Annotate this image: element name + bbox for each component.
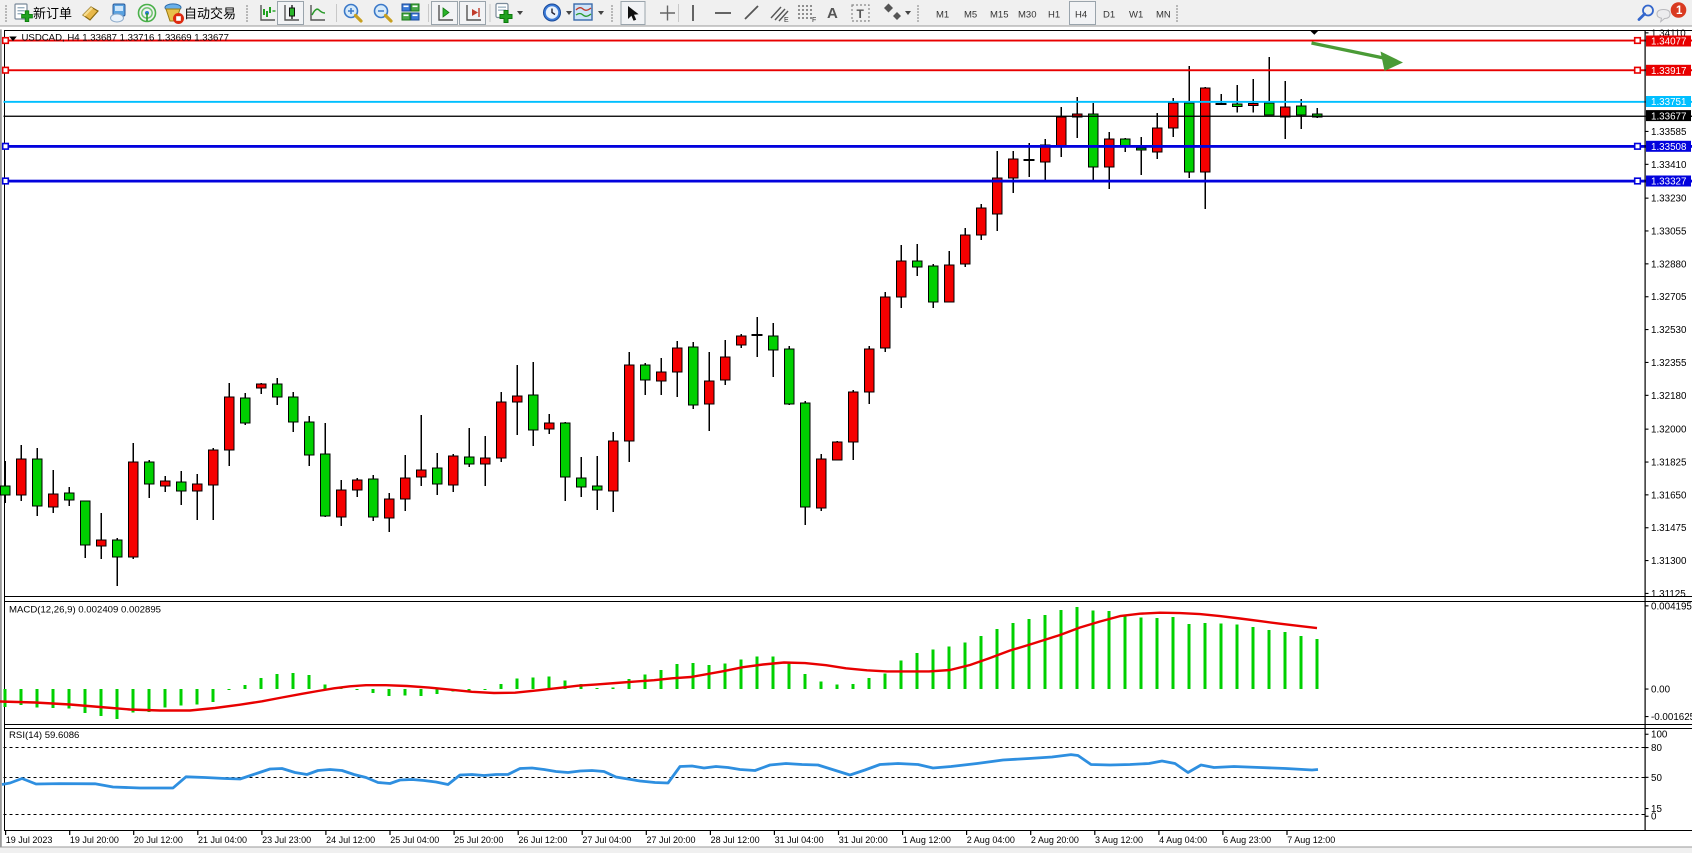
svg-text:1.33508: 1.33508 xyxy=(1651,142,1687,153)
svg-text:H4: H4 xyxy=(1075,10,1087,21)
svg-text:MACD(12,26,9) 0.002409 0.00289: MACD(12,26,9) 0.002409 0.002895 xyxy=(9,605,161,616)
svg-text:1.32180: 1.32180 xyxy=(1651,391,1687,402)
svg-text:1.33327: 1.33327 xyxy=(1651,177,1686,188)
svg-text:D1: D1 xyxy=(1103,10,1115,21)
svg-text:20 Jul 12:00: 20 Jul 12:00 xyxy=(134,835,183,845)
svg-text:1.33410: 1.33410 xyxy=(1651,160,1687,171)
svg-text:1 Aug 12:00: 1 Aug 12:00 xyxy=(903,835,951,845)
svg-text:1.33230: 1.33230 xyxy=(1651,194,1687,205)
svg-text:25 Jul 04:00: 25 Jul 04:00 xyxy=(390,835,439,845)
svg-text:1.33055: 1.33055 xyxy=(1651,226,1687,237)
svg-text:50: 50 xyxy=(1651,773,1662,784)
svg-text:1.32355: 1.32355 xyxy=(1651,358,1687,369)
svg-text:1.33917: 1.33917 xyxy=(1651,66,1686,77)
svg-text:E: E xyxy=(784,17,789,24)
svg-text:F: F xyxy=(812,17,816,24)
svg-text:28 Jul 12:00: 28 Jul 12:00 xyxy=(711,835,760,845)
svg-text:1.31825: 1.31825 xyxy=(1651,458,1687,469)
svg-text:W1: W1 xyxy=(1129,10,1143,21)
svg-text:31 Jul 20:00: 31 Jul 20:00 xyxy=(839,835,888,845)
svg-text:1.32000: 1.32000 xyxy=(1651,425,1687,436)
svg-text:T: T xyxy=(857,7,865,21)
svg-text:15: 15 xyxy=(1651,804,1662,815)
svg-text:A: A xyxy=(827,5,838,22)
svg-text:19 Jul 2023: 19 Jul 2023 xyxy=(6,835,53,845)
svg-text:27 Jul 20:00: 27 Jul 20:00 xyxy=(647,835,696,845)
svg-text:24 Jul 12:00: 24 Jul 12:00 xyxy=(326,835,375,845)
svg-text:27 Jul 04:00: 27 Jul 04:00 xyxy=(582,835,631,845)
svg-text:26 Jul 12:00: 26 Jul 12:00 xyxy=(518,835,567,845)
svg-text:7 Aug 12:00: 7 Aug 12:00 xyxy=(1287,835,1335,845)
svg-text:1.32705: 1.32705 xyxy=(1651,292,1687,303)
svg-text:1.33751: 1.33751 xyxy=(1651,97,1686,108)
svg-text:1.33585: 1.33585 xyxy=(1651,127,1687,138)
svg-text:3 Aug 12:00: 3 Aug 12:00 xyxy=(1095,835,1143,845)
svg-text:1.33677: 1.33677 xyxy=(1651,111,1686,122)
svg-text:新订单: 新订单 xyxy=(33,6,72,21)
svg-text:M1: M1 xyxy=(936,10,949,21)
svg-text:1.32880: 1.32880 xyxy=(1651,259,1687,270)
svg-text:2 Aug 04:00: 2 Aug 04:00 xyxy=(967,835,1015,845)
svg-text:0: 0 xyxy=(1651,812,1657,823)
svg-text:80: 80 xyxy=(1651,743,1662,754)
svg-text:RSI(14) 59.6086: RSI(14) 59.6086 xyxy=(9,730,79,741)
svg-text:0.00: 0.00 xyxy=(1651,685,1671,696)
svg-text:1.31475: 1.31475 xyxy=(1651,523,1687,534)
svg-text:1.34077: 1.34077 xyxy=(1651,37,1686,48)
svg-text:31 Jul 04:00: 31 Jul 04:00 xyxy=(775,835,824,845)
svg-text:1.31650: 1.31650 xyxy=(1651,490,1687,501)
svg-text:4 Aug 04:00: 4 Aug 04:00 xyxy=(1159,835,1207,845)
svg-text:1.31125: 1.31125 xyxy=(1651,589,1686,600)
svg-text:MN: MN xyxy=(1156,10,1171,21)
svg-text:25 Jul 20:00: 25 Jul 20:00 xyxy=(454,835,503,845)
svg-text:自动交易: 自动交易 xyxy=(184,6,236,21)
svg-text:2 Aug 20:00: 2 Aug 20:00 xyxy=(1031,835,1079,845)
svg-text:19 Jul 20:00: 19 Jul 20:00 xyxy=(70,835,119,845)
svg-text:M30: M30 xyxy=(1018,10,1036,21)
svg-text:6 Aug 23:00: 6 Aug 23:00 xyxy=(1223,835,1271,845)
svg-text:21 Jul 04:00: 21 Jul 04:00 xyxy=(198,835,247,845)
svg-text:H1: H1 xyxy=(1048,10,1060,21)
svg-text:M15: M15 xyxy=(990,10,1008,21)
svg-text:1.31300: 1.31300 xyxy=(1651,556,1687,567)
svg-text:100: 100 xyxy=(1651,730,1668,741)
svg-text:0.004195: 0.004195 xyxy=(1651,601,1692,612)
svg-text:1: 1 xyxy=(1676,5,1683,17)
svg-text:23 Jul 23:00: 23 Jul 23:00 xyxy=(262,835,311,845)
svg-text:1.32530: 1.32530 xyxy=(1651,325,1687,336)
svg-text:1.34110: 1.34110 xyxy=(1651,28,1686,39)
svg-text:USDCAD, H4 1.33687 1.33716 1.: USDCAD, H4 1.33687 1.33716 1.33669 1.336… xyxy=(22,33,229,44)
svg-text:-0.001625: -0.001625 xyxy=(1651,712,1692,723)
svg-text:M5: M5 xyxy=(964,10,977,21)
